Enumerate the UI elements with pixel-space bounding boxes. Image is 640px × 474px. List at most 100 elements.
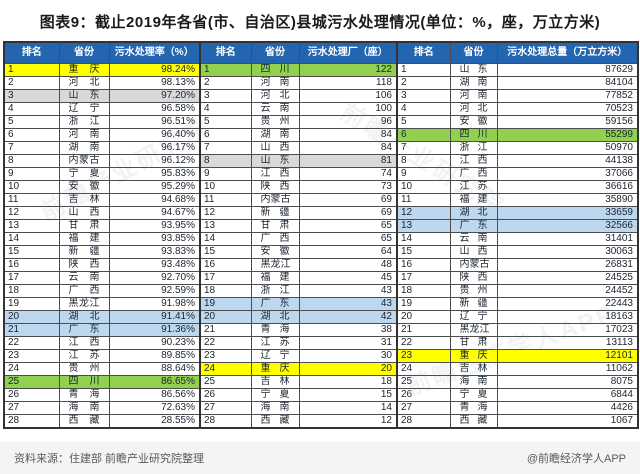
plants-rank-cell: 28 bbox=[199, 413, 252, 428]
rate-value-cell: 93.95% bbox=[108, 218, 201, 233]
rate-rank-cell: 17 bbox=[3, 270, 60, 285]
rate-rank-cell: 14 bbox=[3, 231, 60, 246]
plants-province-cell: 湖南 bbox=[250, 127, 300, 142]
plants-province-cell: 山西 bbox=[250, 140, 300, 155]
plants-value-cell: 20 bbox=[298, 361, 398, 376]
rate-rank-cell: 16 bbox=[3, 257, 60, 272]
table-row: 22 江西 90.23% 22 江苏 31 22 甘肃 13113 bbox=[3, 335, 639, 350]
volume-rank-cell: 23 bbox=[396, 348, 451, 363]
plants-value-cell: 122 bbox=[298, 62, 398, 77]
rate-value-cell: 96.12% bbox=[108, 153, 201, 168]
source-note: 资料来源：住建部 前瞻产业研究院整理 bbox=[14, 453, 205, 465]
rate-rank-cell: 24 bbox=[3, 361, 60, 376]
table-row: 6 河南 96.40% 6 湖南 84 6 四川 55299 bbox=[3, 127, 639, 142]
rate-province-cell: 黑龙江 bbox=[58, 296, 110, 311]
rate-rank-cell: 22 bbox=[3, 335, 60, 350]
volume-province-cell: 四川 bbox=[449, 127, 498, 142]
rate-province-cell: 河南 bbox=[58, 127, 110, 142]
table-row: 3 山东 97.20% 3 河北 106 3 河南 77852 bbox=[3, 88, 639, 103]
plants-rank-cell: 24 bbox=[199, 361, 252, 376]
volume-rank-cell: 14 bbox=[396, 231, 451, 246]
rate-province-cell: 吉林 bbox=[58, 192, 110, 207]
header-rank-2: 排名 bbox=[199, 41, 252, 64]
plants-rank-cell: 15 bbox=[199, 244, 252, 259]
volume-rank-cell: 10 bbox=[396, 179, 451, 194]
plants-rank-cell: 25 bbox=[199, 374, 252, 389]
volume-province-cell: 云南 bbox=[449, 231, 498, 246]
volume-province-cell: 宁夏 bbox=[449, 387, 498, 402]
plants-value-cell: 84 bbox=[298, 127, 398, 142]
rate-value-cell: 90.23% bbox=[108, 335, 201, 350]
table-row: 17 云南 92.70% 17 福建 45 17 陕西 24525 bbox=[3, 270, 639, 285]
volume-province-cell: 安徽 bbox=[449, 114, 498, 129]
volume-value-cell: 44138 bbox=[496, 153, 639, 168]
plants-value-cell: 69 bbox=[298, 205, 398, 220]
rate-province-cell: 海南 bbox=[58, 400, 110, 415]
brand-credit: @前瞻经济学人APP bbox=[526, 453, 626, 465]
rate-province-cell: 湖南 bbox=[58, 140, 110, 155]
plants-rank-cell: 12 bbox=[199, 205, 252, 220]
plants-province-cell: 西藏 bbox=[250, 413, 300, 428]
volume-value-cell: 24452 bbox=[496, 283, 639, 298]
volume-province-cell: 河南 bbox=[449, 88, 498, 103]
volume-province-cell: 湖北 bbox=[449, 205, 498, 220]
table-row: 4 辽宁 96.58% 4 云南 100 4 河北 70523 bbox=[3, 101, 639, 116]
plants-value-cell: 12 bbox=[298, 413, 398, 428]
volume-rank-cell: 22 bbox=[396, 335, 451, 350]
rate-rank-cell: 23 bbox=[3, 348, 60, 363]
rate-value-cell: 88.64% bbox=[108, 361, 201, 376]
rate-province-cell: 广东 bbox=[58, 322, 110, 337]
plants-value-cell: 96 bbox=[298, 114, 398, 129]
plants-value-cell: 65 bbox=[298, 231, 398, 246]
plants-province-cell: 河北 bbox=[250, 88, 300, 103]
volume-province-cell: 辽宁 bbox=[449, 309, 498, 324]
plants-province-cell: 江西 bbox=[250, 166, 300, 181]
rate-value-cell: 96.17% bbox=[108, 140, 201, 155]
rate-value-cell: 72.63% bbox=[108, 400, 201, 415]
rate-province-cell: 内蒙古 bbox=[58, 153, 110, 168]
rate-rank-cell: 27 bbox=[3, 400, 60, 415]
volume-value-cell: 70523 bbox=[496, 101, 639, 116]
plants-value-cell: 31 bbox=[298, 335, 398, 350]
rate-value-cell: 91.41% bbox=[108, 309, 201, 324]
rate-province-cell: 福建 bbox=[58, 231, 110, 246]
volume-rank-cell: 17 bbox=[396, 270, 451, 285]
rate-value-cell: 97.20% bbox=[108, 88, 201, 103]
plants-value-cell: 45 bbox=[298, 270, 398, 285]
table-row: 14 福建 93.85% 14 广西 65 14 云南 31401 bbox=[3, 231, 639, 246]
volume-value-cell: 32566 bbox=[496, 218, 639, 233]
plants-province-cell: 贵州 bbox=[250, 114, 300, 129]
volume-rank-cell: 28 bbox=[396, 413, 451, 428]
plants-value-cell: 43 bbox=[298, 283, 398, 298]
plants-value-cell: 84 bbox=[298, 140, 398, 155]
plants-rank-cell: 22 bbox=[199, 335, 252, 350]
plants-rank-cell: 4 bbox=[199, 101, 252, 116]
rate-province-cell: 广西 bbox=[58, 283, 110, 298]
plants-rank-cell: 1 bbox=[199, 62, 252, 77]
plants-province-cell: 山东 bbox=[250, 153, 300, 168]
header-province-2: 省份 bbox=[250, 41, 300, 64]
volume-province-cell: 湖南 bbox=[449, 75, 498, 90]
rate-rank-cell: 2 bbox=[3, 75, 60, 90]
rate-province-cell: 甘肃 bbox=[58, 218, 110, 233]
rate-province-cell: 辽宁 bbox=[58, 101, 110, 116]
rate-value-cell: 98.13% bbox=[108, 75, 201, 90]
plants-province-cell: 甘肃 bbox=[250, 218, 300, 233]
page-title: 图表9：截止2019年各省(市、自治区)县城污水处理情况(单位：%，座，万立方米… bbox=[39, 14, 601, 31]
rate-value-cell: 93.83% bbox=[108, 244, 201, 259]
volume-rank-cell: 4 bbox=[396, 101, 451, 116]
plants-value-cell: 15 bbox=[298, 387, 398, 402]
volume-value-cell: 50970 bbox=[496, 140, 639, 155]
rate-rank-cell: 7 bbox=[3, 140, 60, 155]
volume-value-cell: 36616 bbox=[496, 179, 639, 194]
rate-province-cell: 河北 bbox=[58, 75, 110, 90]
header-rank-3: 排名 bbox=[396, 41, 451, 64]
rate-province-cell: 贵州 bbox=[58, 361, 110, 376]
table-row: 7 湖南 96.17% 7 山西 84 7 浙江 50970 bbox=[3, 140, 639, 155]
volume-rank-cell: 1 bbox=[396, 62, 451, 77]
plants-rank-cell: 6 bbox=[199, 127, 252, 142]
rate-rank-cell: 5 bbox=[3, 114, 60, 129]
rate-province-cell: 青海 bbox=[58, 387, 110, 402]
volume-province-cell: 陕西 bbox=[449, 270, 498, 285]
plants-province-cell: 四川 bbox=[250, 62, 300, 77]
